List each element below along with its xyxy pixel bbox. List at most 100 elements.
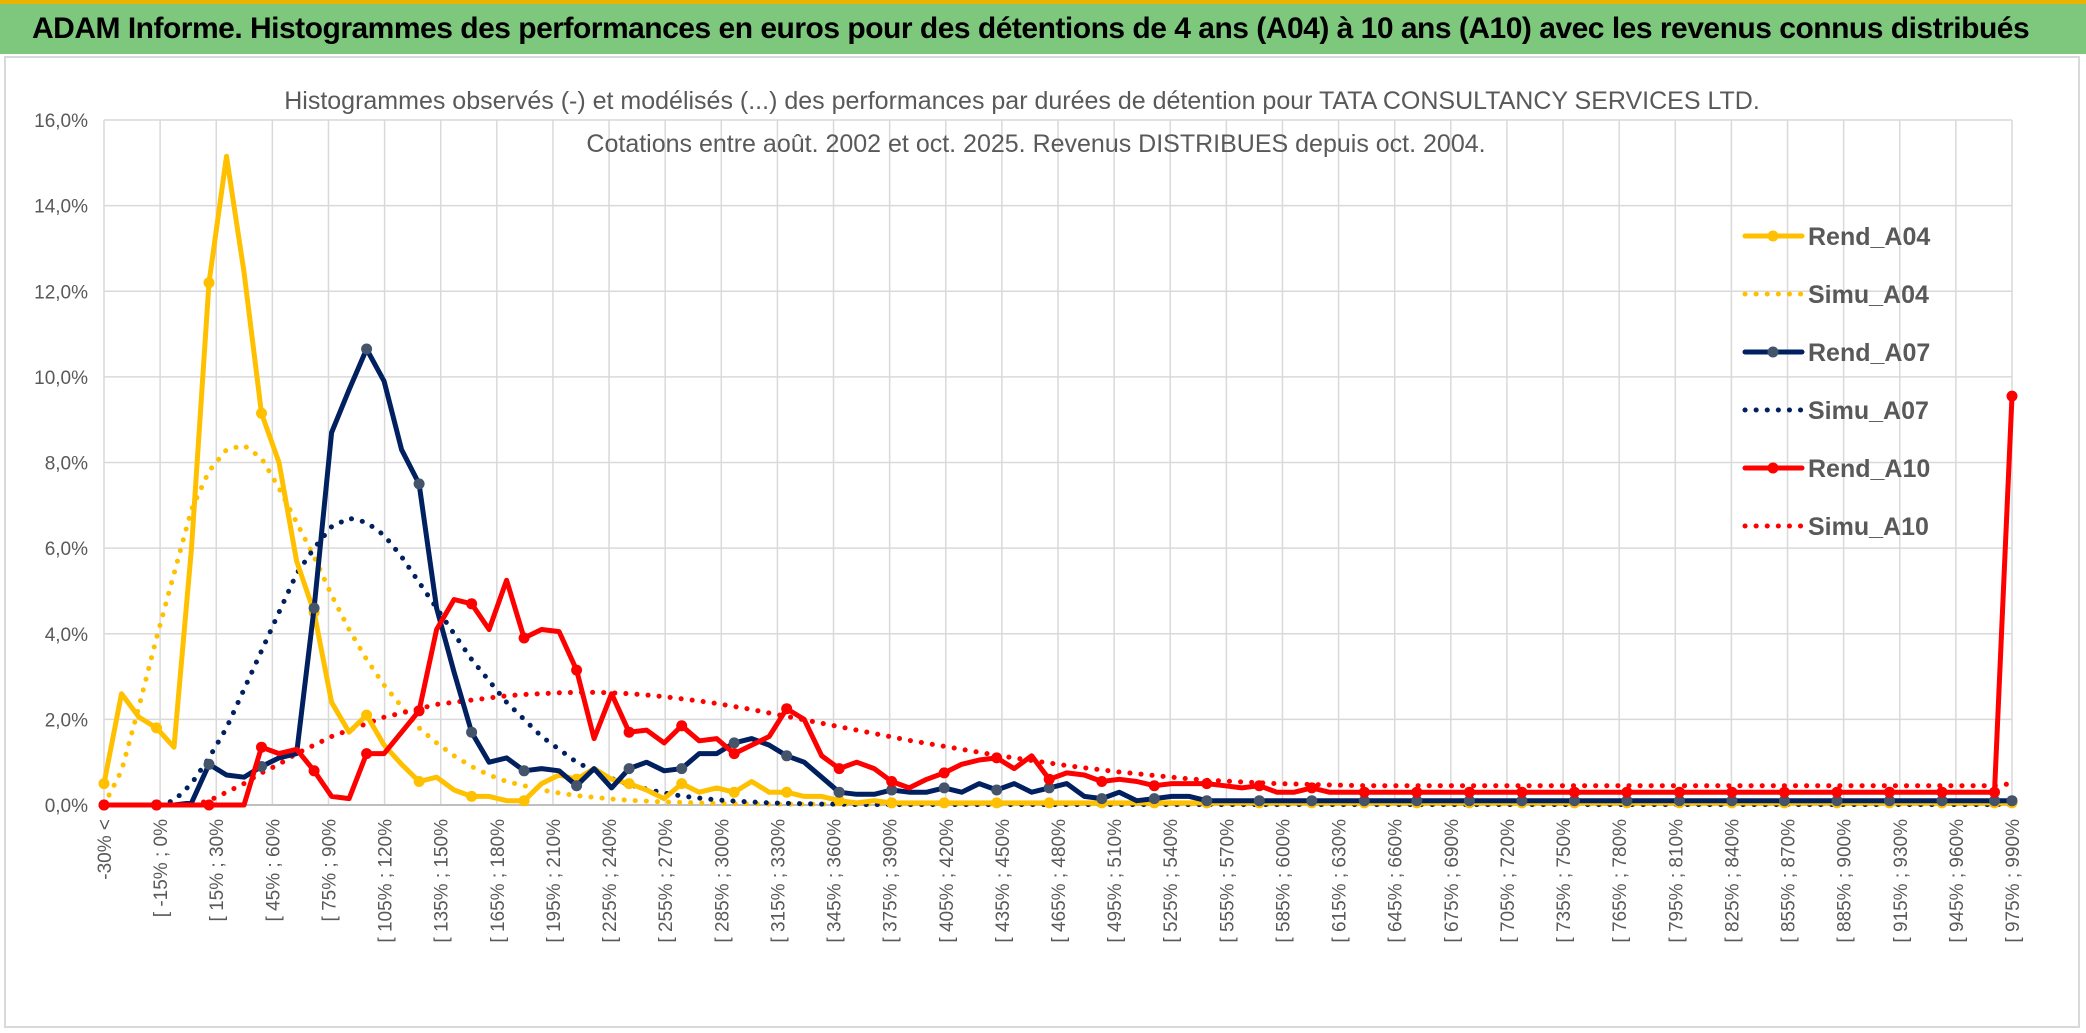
series-point-rend-a07 [1778,795,1790,807]
series-point-rend-a04 [938,797,950,809]
series-point-rend-a10 [1306,782,1318,794]
legend-marker-rend-a07 [1767,346,1779,358]
series-point-rend-a10 [833,763,845,775]
x-tick-label: [ 615% ; 630% [1330,819,1351,943]
series-point-rend-a10 [938,767,950,779]
x-tick-label: [ 15% ; 30% [207,819,228,922]
series-point-rend-a10 [518,632,530,644]
x-tick-label: [ 645% ; 660% [1386,819,1407,943]
series-point-rend-a04 [991,797,1003,809]
x-tick-label: [ 405% ; 420% [937,819,958,943]
series-point-rend-a04 [1043,797,1055,809]
series-line-rend-a07 [101,346,2015,808]
series-point-rend-a10 [1148,780,1160,792]
series-point-rend-a07 [1884,795,1895,807]
series-point-rend-a07 [1621,795,1633,807]
legend-marker-rend-a04 [1767,230,1779,242]
series-point-rend-a07 [1358,795,1370,807]
series-point-rend-a07 [1936,795,1948,807]
x-tick-label: [ -15% ; 0% [151,819,172,917]
series-point-rend-a10 [256,741,267,753]
series-point-rend-a10 [1936,786,1948,798]
chart-title-line2: Cotations entre août. 2002 et oct. 2025.… [586,130,1485,158]
x-tick-label: [ 225% ; 240% [600,819,621,943]
series-point-rend-a04 [413,776,425,787]
series-point-rend-a07 [623,763,635,775]
series-point-rend-a07 [938,782,950,794]
series-point-rend-a10 [1568,786,1580,798]
y-tick-label: 10,0% [34,368,88,389]
series-point-rend-a10 [1201,778,1213,790]
series-point-rend-a07 [518,765,530,777]
x-tick-label: [ 135% ; 150% [432,819,453,943]
series-point-rend-a07 [466,726,478,738]
series-point-rend-a07 [728,737,740,749]
series-point-rend-a10 [1253,780,1265,792]
x-tick-label: [ 885% ; 900% [1835,819,1856,943]
x-tick-label: [ 525% ; 540% [1161,819,1182,943]
series-point-rend-a10 [1043,773,1055,785]
x-tick-label: [ 705% ; 720% [1498,819,1519,943]
legend-marker-rend-a10 [1767,462,1779,474]
series-point-rend-a07 [361,343,373,355]
series-point-rend-a10 [1516,786,1528,798]
x-tick-label: [ 915% ; 930% [1891,819,1912,943]
series-point-rend-a07 [203,758,215,770]
series-point-rend-a07 [1726,795,1738,807]
series-point-rend-a07 [1043,782,1055,794]
series-point-rend-a04 [833,795,845,807]
y-tick-label: 16,0% [34,111,88,132]
series-point-rend-a07 [1673,795,1685,807]
series-point-rend-a10 [1621,786,1633,798]
series-point-rend-a07 [1096,793,1108,805]
y-tick-label: 4,0% [45,625,88,646]
series-point-rend-a07 [833,786,845,798]
series-point-rend-a07 [1989,795,2000,807]
series-point-rend-a10 [781,703,793,715]
series-point-rend-a10 [361,748,373,760]
x-tick-label: [ 945% ; 960% [1947,819,1968,943]
x-tick-label: [ 75% ; 90% [319,819,340,922]
series-point-rend-a10 [1358,786,1370,798]
x-tick-label: [ 735% ; 750% [1554,819,1575,943]
legend-label-simu-a04: Simu_A04 [1808,281,1929,309]
x-tick-label: [ 345% ; 360% [825,819,846,943]
series-point-rend-a10 [728,748,740,760]
series-point-rend-a10 [1096,776,1108,787]
x-tick-label: [ 285% ; 300% [712,819,733,943]
x-tick-label: [ 315% ; 330% [768,819,789,943]
series-point-rend-a07 [308,602,320,614]
series-point-rend-a04 [256,407,267,419]
x-tick-label: [ 45% ; 60% [263,819,284,922]
x-tick-label: [ 105% ; 120% [376,819,397,943]
chart-frame [4,56,2080,1028]
chart-title-line1: Histogrammes observés (-) et modélisés (… [284,87,1760,115]
x-tick-label: [ 255% ; 270% [656,819,677,943]
series-point-rend-a04 [781,786,793,798]
y-tick-label: 8,0% [45,454,88,475]
series-point-rend-a04 [623,778,635,790]
series-point-rend-a10 [413,705,425,717]
x-tick-label: [ 675% ; 690% [1442,819,1463,943]
series-point-rend-a07 [2006,795,2018,807]
series-point-rend-a10 [991,752,1003,764]
series-point-rend-a10 [1831,786,1843,798]
series-point-rend-a04 [728,786,740,798]
series-point-rend-a10 [1411,786,1423,798]
series-point-rend-a04 [466,790,478,802]
legend-label-rend-a04: Rend_A04 [1808,223,1930,251]
series-point-rend-a10 [1989,786,2000,798]
series-point-rend-a10 [1884,786,1895,798]
legend-label-rend-a07: Rend_A07 [1808,339,1930,367]
series-line-simu-a07 [101,515,2015,808]
series-point-rend-a04 [676,778,688,790]
series-point-rend-a10 [1778,786,1790,798]
x-tick-label: [ 555% ; 570% [1217,819,1238,943]
series-point-rend-a07 [1201,795,1213,807]
x-tick-label: [ 495% ; 510% [1105,819,1126,943]
series-point-rend-a04 [98,778,110,790]
x-tick-label: [ 855% ; 870% [1779,819,1800,943]
x-tick-label: [ 195% ; 210% [544,819,565,943]
series-point-rend-a07 [1253,795,1265,807]
y-tick-label: 0,0% [45,796,88,817]
